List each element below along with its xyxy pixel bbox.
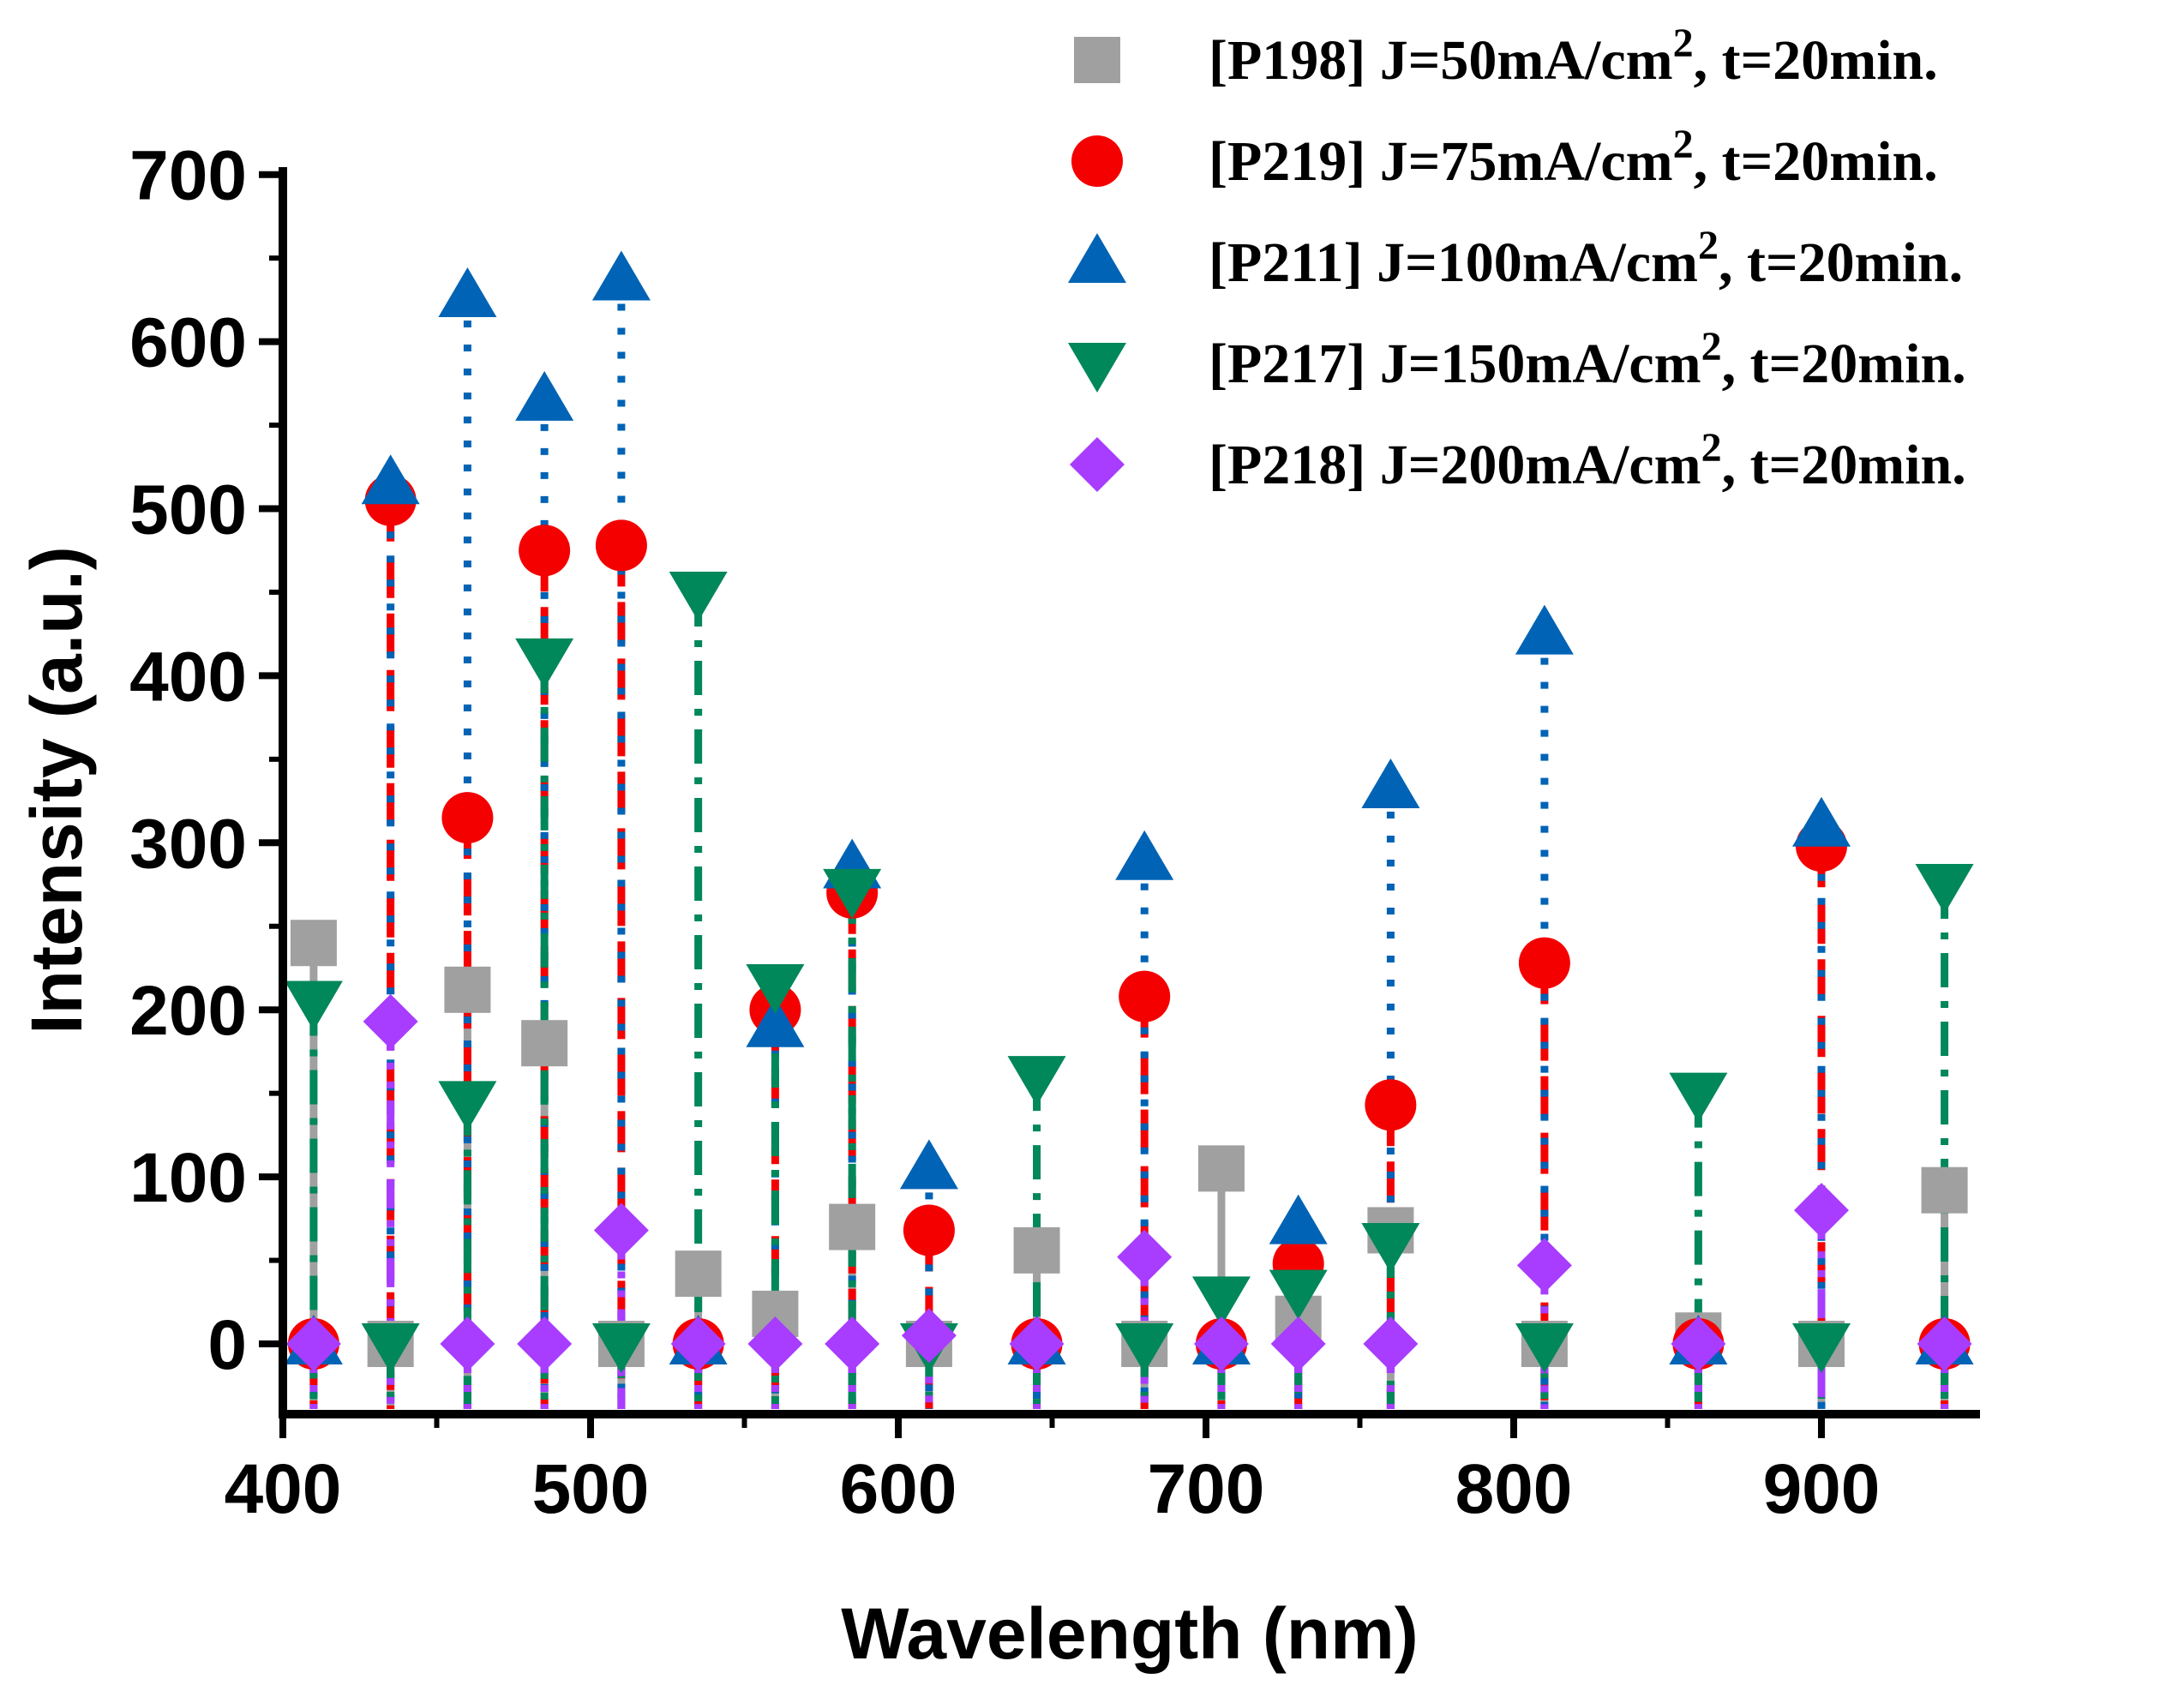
data-point	[746, 997, 805, 1047]
y-tick-label: 200	[129, 972, 247, 1050]
data-point	[825, 1316, 880, 1371]
data-point	[1917, 1316, 1972, 1371]
data-point	[746, 963, 805, 1014]
data-point	[593, 1202, 649, 1258]
legend-marker	[1070, 437, 1125, 492]
data-point	[1792, 796, 1851, 847]
legend-entry: [P198] J=50mA/cm2, t=20min.	[1209, 21, 1938, 92]
data-point	[519, 525, 571, 577]
data-point	[669, 571, 728, 621]
data-point	[595, 519, 647, 572]
data-point	[1009, 1316, 1065, 1371]
data-point	[361, 1323, 420, 1373]
data-point	[1915, 864, 1974, 914]
legend-entry: [P219] J=75mA/cm2, t=20min.	[1209, 122, 1938, 193]
data-point	[1269, 1194, 1328, 1244]
data-point	[1921, 1166, 1968, 1214]
x-axis-label: Wavelength (nm)	[841, 1593, 1419, 1674]
data-point	[899, 1139, 958, 1190]
legend: [P198] J=50mA/cm2, t=20min. [P219] J=75mA…	[1068, 21, 1966, 496]
data-point	[591, 1323, 651, 1373]
data-point	[1365, 1079, 1417, 1131]
data-point	[444, 966, 491, 1013]
data-point	[285, 1316, 341, 1371]
x-tick-label: 700	[1148, 1450, 1265, 1528]
data-point	[1671, 1316, 1726, 1371]
y-tick-label: 400	[129, 638, 247, 716]
data-point	[1270, 1316, 1326, 1371]
data-point	[441, 792, 494, 844]
x-tick-label: 800	[1455, 1450, 1573, 1528]
data-markers	[284, 250, 1974, 1373]
data-point	[1269, 1269, 1328, 1320]
data-point	[363, 993, 418, 1049]
x-tick-label: 400	[225, 1450, 342, 1528]
data-point	[1013, 1226, 1060, 1274]
data-point	[440, 1316, 495, 1371]
y-tick-label: 500	[129, 471, 247, 549]
data-point	[284, 980, 343, 1031]
data-point	[901, 1308, 957, 1364]
data-point	[675, 1250, 722, 1298]
data-point	[517, 1316, 573, 1371]
data-point	[1792, 1323, 1851, 1373]
legend-marker	[1074, 37, 1120, 83]
legend-entry: [P218] J=200mA/cm2, t=20min.	[1209, 425, 1966, 496]
legend-marker	[1068, 343, 1126, 393]
y-tick-label: 0	[207, 1306, 247, 1384]
x-tick-label: 600	[840, 1450, 957, 1528]
data-point	[1119, 970, 1171, 1022]
data-point	[1117, 1229, 1173, 1285]
data-point	[1669, 1072, 1728, 1123]
data-point	[747, 1316, 803, 1371]
y-tick-label: 700	[129, 137, 247, 215]
data-point	[1515, 604, 1574, 655]
data-point	[1794, 1183, 1849, 1238]
data-point	[361, 454, 420, 505]
ticks	[259, 171, 1825, 1438]
data-point	[1518, 937, 1570, 989]
data-point	[1115, 830, 1174, 880]
data-point	[1115, 1323, 1174, 1373]
x-tick-label: 900	[1763, 1450, 1881, 1528]
data-point	[1361, 758, 1420, 808]
tick-labels: 400 500 600 700 800 900 0 100 200 300 400 500 600 700	[129, 137, 1880, 1528]
y-axis-label: Intensity (a.u.)	[16, 546, 97, 1034]
data-point	[438, 267, 497, 317]
y-tick-label: 300	[129, 805, 247, 883]
legend-entry: [P217] J=150mA/cm2, t=20min.	[1209, 324, 1966, 395]
data-point	[1191, 1276, 1251, 1327]
data-point	[591, 250, 651, 301]
data-point	[438, 1081, 497, 1131]
data-point	[670, 1316, 726, 1371]
data-point	[290, 920, 337, 967]
data-point	[1515, 1323, 1574, 1373]
data-point	[515, 638, 574, 688]
data-point	[1361, 1223, 1420, 1274]
data-point	[1363, 1316, 1419, 1371]
data-point	[521, 1020, 568, 1067]
data-point	[829, 1203, 876, 1250]
data-point	[1197, 1145, 1245, 1192]
data-point	[1193, 1316, 1249, 1371]
legend-entry: [P211] J=100mA/cm2, t=20min.	[1209, 223, 1963, 294]
data-point	[515, 370, 574, 421]
y-tick-label: 100	[129, 1139, 247, 1217]
data-point	[1516, 1238, 1572, 1293]
legend-marker	[1071, 135, 1123, 187]
axes	[279, 167, 1980, 1418]
data-point	[903, 1204, 955, 1256]
x-tick-label: 500	[532, 1450, 650, 1528]
data-point	[823, 868, 882, 919]
y-tick-label: 600	[129, 304, 247, 382]
data-point	[1007, 1056, 1066, 1106]
legend-marker	[1068, 233, 1126, 283]
